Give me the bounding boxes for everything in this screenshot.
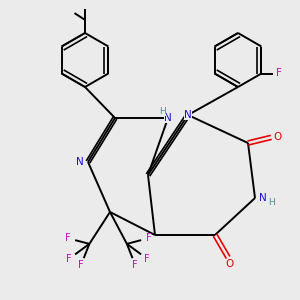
Text: H: H bbox=[159, 107, 166, 116]
Text: N: N bbox=[260, 193, 267, 203]
Text: H: H bbox=[268, 198, 275, 207]
Text: F: F bbox=[144, 254, 150, 264]
Text: F: F bbox=[78, 260, 84, 270]
Text: F: F bbox=[146, 233, 151, 243]
Text: O: O bbox=[226, 259, 234, 269]
Text: N: N bbox=[76, 157, 84, 167]
Text: F: F bbox=[276, 68, 282, 79]
Text: F: F bbox=[65, 233, 71, 243]
Text: N: N bbox=[184, 110, 192, 120]
Text: F: F bbox=[132, 260, 138, 270]
Text: F: F bbox=[66, 254, 72, 264]
Text: O: O bbox=[274, 132, 282, 142]
Text: N: N bbox=[164, 113, 172, 123]
